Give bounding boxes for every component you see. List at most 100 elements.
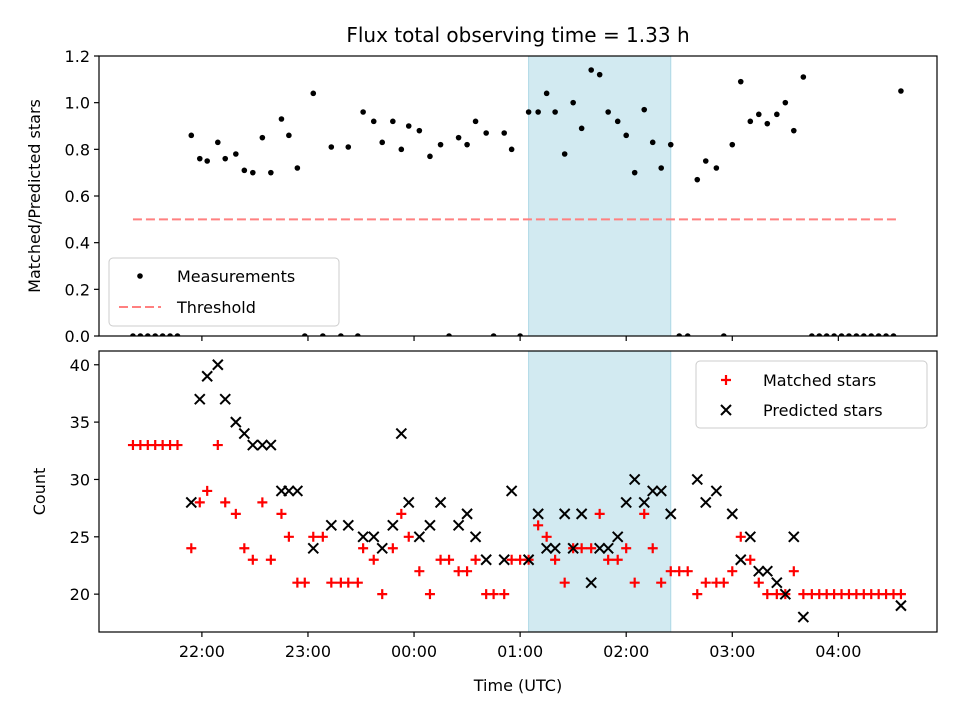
measurement-point: [130, 333, 136, 336]
measurement-point: [543, 90, 550, 97]
matched-point: [576, 543, 587, 554]
matched-point: [308, 531, 319, 542]
measurement-point: [360, 109, 366, 115]
matched-point: [895, 589, 906, 600]
measurement-point: [472, 118, 479, 125]
predicted-point: [238, 427, 251, 440]
predicted-point: [522, 554, 535, 566]
predicted-point: [194, 393, 206, 405]
predicted-point: [219, 393, 231, 405]
predicted-point: [469, 531, 482, 543]
matched-point: [603, 554, 614, 565]
y-tick-label: 0.8: [65, 140, 90, 159]
x-tick-label: 00:00: [391, 642, 437, 661]
matched-point: [317, 531, 328, 542]
predicted-point: [212, 359, 224, 371]
matched-point: [172, 440, 183, 451]
x-tick-label: 03:00: [709, 642, 755, 661]
matched-point: [488, 589, 499, 600]
y-axis-label: Count: [30, 468, 49, 516]
y-tick-label: 30: [70, 470, 90, 489]
measurement-point: [490, 333, 497, 336]
matched-point: [735, 531, 746, 542]
measurement-point: [215, 139, 221, 146]
measurement-point: [310, 90, 317, 97]
measurement-point: [890, 333, 897, 336]
legend-predicted-marker: [720, 404, 732, 416]
matched-point: [265, 554, 276, 565]
x-axis-label: Time (UTC): [473, 676, 562, 695]
predicted-point: [201, 370, 213, 382]
matched-point: [692, 589, 703, 600]
matched-point: [727, 566, 738, 577]
matched-point: [247, 554, 258, 565]
legend-matched-marker: [721, 375, 731, 385]
matched-point: [403, 531, 414, 542]
measurement-point: [137, 333, 144, 336]
measurement-point: [667, 141, 674, 148]
matched-point: [639, 508, 650, 519]
measurement-point: [588, 67, 594, 73]
predicted-point: [761, 565, 773, 577]
matched-point: [745, 554, 756, 565]
predicted-point: [505, 485, 518, 497]
predicted-point: [753, 565, 765, 577]
x-tick-label: 01:00: [497, 642, 543, 661]
measurement-point: [259, 134, 266, 141]
measurement-point: [875, 333, 882, 336]
matched-point: [435, 554, 446, 565]
matched-point: [396, 508, 407, 519]
predicted-point: [620, 496, 632, 509]
measurement-point: [800, 74, 807, 80]
predicted-point: [413, 531, 426, 543]
measurement-point: [605, 109, 611, 115]
legend-predicted-label: Predicted stars: [763, 401, 883, 420]
matched-point: [212, 440, 223, 451]
legend-frame: [108, 257, 340, 327]
measurement-point: [649, 139, 656, 146]
predicted-point: [247, 439, 259, 451]
predicted-point: [307, 542, 319, 554]
predicted-point: [647, 485, 659, 497]
marks-group: [127, 359, 907, 623]
predicted-point: [895, 599, 907, 612]
shaded-interval: [528, 350, 672, 633]
matched-point: [453, 566, 464, 577]
matched-point: [541, 531, 552, 542]
matched-point: [326, 577, 337, 588]
matched-point: [506, 554, 517, 565]
predicted-point: [387, 519, 399, 532]
matched-point: [387, 543, 398, 554]
legend-threshold-label: Threshold: [176, 298, 256, 317]
measurement-point: [737, 78, 744, 85]
predicted-point: [735, 554, 747, 566]
measurement-point: [853, 333, 860, 336]
measurement-point: [535, 109, 541, 115]
measurement-point: [614, 118, 621, 125]
y-tick-label: 0.6: [65, 187, 90, 206]
measurement-point: [416, 127, 423, 134]
matched-point: [230, 508, 241, 519]
matched-point: [674, 566, 685, 577]
bottom-panel: 20 25 30 35 40 22:00 23:00 00:00 01:00 02:00 03:00…: [30, 350, 938, 661]
measurement-point: [578, 125, 585, 132]
measurement-point: [446, 333, 452, 336]
predicted-point: [342, 519, 354, 532]
top-panel: 0.0 0.2 0.4 0.6 0.8 1.0 1.2 Matched/Predicted s…: [25, 47, 938, 346]
measurement-point: [790, 127, 797, 134]
predicted-point: [461, 508, 473, 520]
predicted-point: [797, 611, 810, 623]
predicted-point: [691, 473, 703, 486]
measurement-point: [301, 333, 308, 336]
measurement-point: [268, 169, 274, 176]
matched-point: [424, 589, 435, 600]
y-tick-label: 1.2: [65, 47, 90, 66]
predicted-point: [771, 576, 783, 589]
measurement-point: [774, 111, 780, 118]
measurement-point: [320, 333, 326, 336]
matched-point: [665, 566, 676, 577]
measurement-point: [755, 111, 762, 118]
measurement-point: [159, 333, 166, 336]
matched-point: [594, 508, 605, 519]
